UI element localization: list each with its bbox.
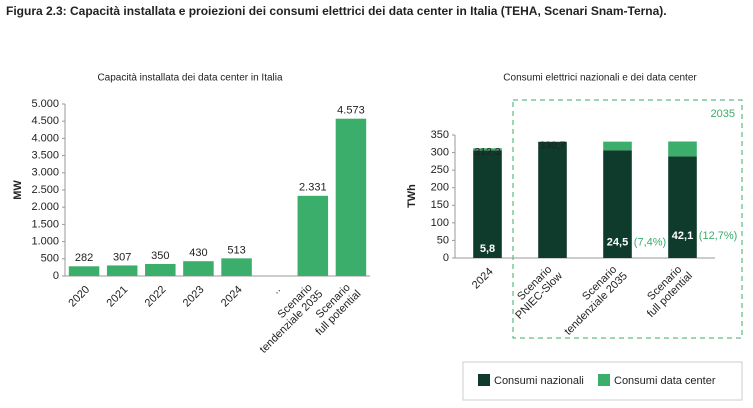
y-tick-label: 0	[53, 270, 59, 282]
y-tick-label: 1.000	[31, 236, 59, 248]
y-tick-label: 100	[431, 217, 449, 229]
y-tick-label: 0	[443, 252, 449, 264]
chart-title: Capacità installata dei data center in I…	[97, 73, 283, 84]
y-tick-label: 3.000	[31, 167, 59, 179]
y-tick-label: 500	[41, 253, 59, 265]
annotation: 2035	[711, 108, 735, 120]
bar-segment	[603, 150, 632, 258]
y-axis-label: MW	[12, 180, 24, 200]
bar-segment	[538, 141, 567, 258]
value-label: 350	[151, 250, 169, 262]
y-tick-label: 1.500	[31, 218, 59, 230]
value-label: 42,1	[672, 230, 693, 242]
bar	[145, 263, 176, 276]
bar-segment	[473, 148, 502, 151]
y-tick-label: 2.500	[31, 184, 59, 196]
x-tick-label: Scenario tendenziale 2035	[249, 279, 325, 355]
value-label: 24,5	[607, 236, 628, 248]
x-tick-label: ..	[270, 284, 283, 297]
legend-swatch	[598, 374, 610, 386]
bar-segment	[668, 156, 697, 258]
y-tick-label: 5.000	[31, 98, 59, 110]
y-tick-label: 3.500	[31, 150, 59, 162]
y-tick-label: 4.500	[31, 115, 59, 127]
share-label: (7,4%)	[634, 236, 666, 248]
bar	[68, 266, 100, 276]
bar	[183, 261, 214, 276]
value-label: 282	[75, 252, 93, 264]
x-tick-label: 2020	[66, 284, 92, 310]
value-label: 2.331	[299, 182, 327, 194]
value-label: 4.573	[337, 105, 365, 117]
bar-segment	[668, 141, 697, 157]
legend-label: Consumi data center	[614, 375, 716, 387]
x-tick-label: 2022	[143, 284, 169, 310]
x-tick-label: 2021	[105, 284, 131, 310]
value-label: 430	[189, 247, 207, 259]
total-label: 330,7	[539, 140, 565, 152]
x-tick-label: Scenario full potential	[636, 261, 694, 319]
y-tick-label: 300	[431, 146, 449, 158]
bar-segment	[603, 141, 632, 151]
x-tick-label: 2024	[470, 266, 496, 292]
figure-title: Figura 2.3: Capacità installata e proiez…	[6, 4, 667, 18]
y-tick-label: 50	[437, 234, 449, 246]
y-tick-label: 350	[431, 129, 449, 141]
value-label: 307	[113, 251, 131, 263]
bar	[106, 265, 138, 276]
y-axis-label: TWh	[406, 184, 418, 208]
bar	[335, 118, 367, 276]
legend-label: Consumi nazionali	[494, 375, 584, 387]
y-tick-label: 250	[431, 164, 449, 176]
x-tick-label: Scenario tendenziale 2035	[554, 261, 630, 337]
x-tick-label: Scenario PNIEC-Slow	[505, 261, 565, 321]
x-tick-label: 2023	[181, 284, 207, 310]
legend-box	[462, 361, 743, 401]
value-label: 513	[227, 244, 245, 256]
y-tick-label: 4.000	[31, 132, 59, 144]
bar	[297, 195, 329, 276]
y-tick-label: 150	[431, 199, 449, 211]
bar-segment	[473, 150, 502, 258]
legend-swatch	[478, 374, 490, 386]
scenario-box	[512, 99, 743, 339]
share-label: (12,7%)	[699, 230, 738, 242]
value-label: 5,8	[480, 243, 495, 255]
x-tick-label: 2024	[219, 284, 245, 310]
y-tick-label: 200	[431, 182, 449, 194]
bar	[221, 258, 252, 276]
total-label: 312,3	[474, 146, 500, 158]
y-tick-label: 2.000	[31, 201, 59, 213]
chart-title: Consumi elettrici nazionali e dei data c…	[503, 73, 697, 84]
